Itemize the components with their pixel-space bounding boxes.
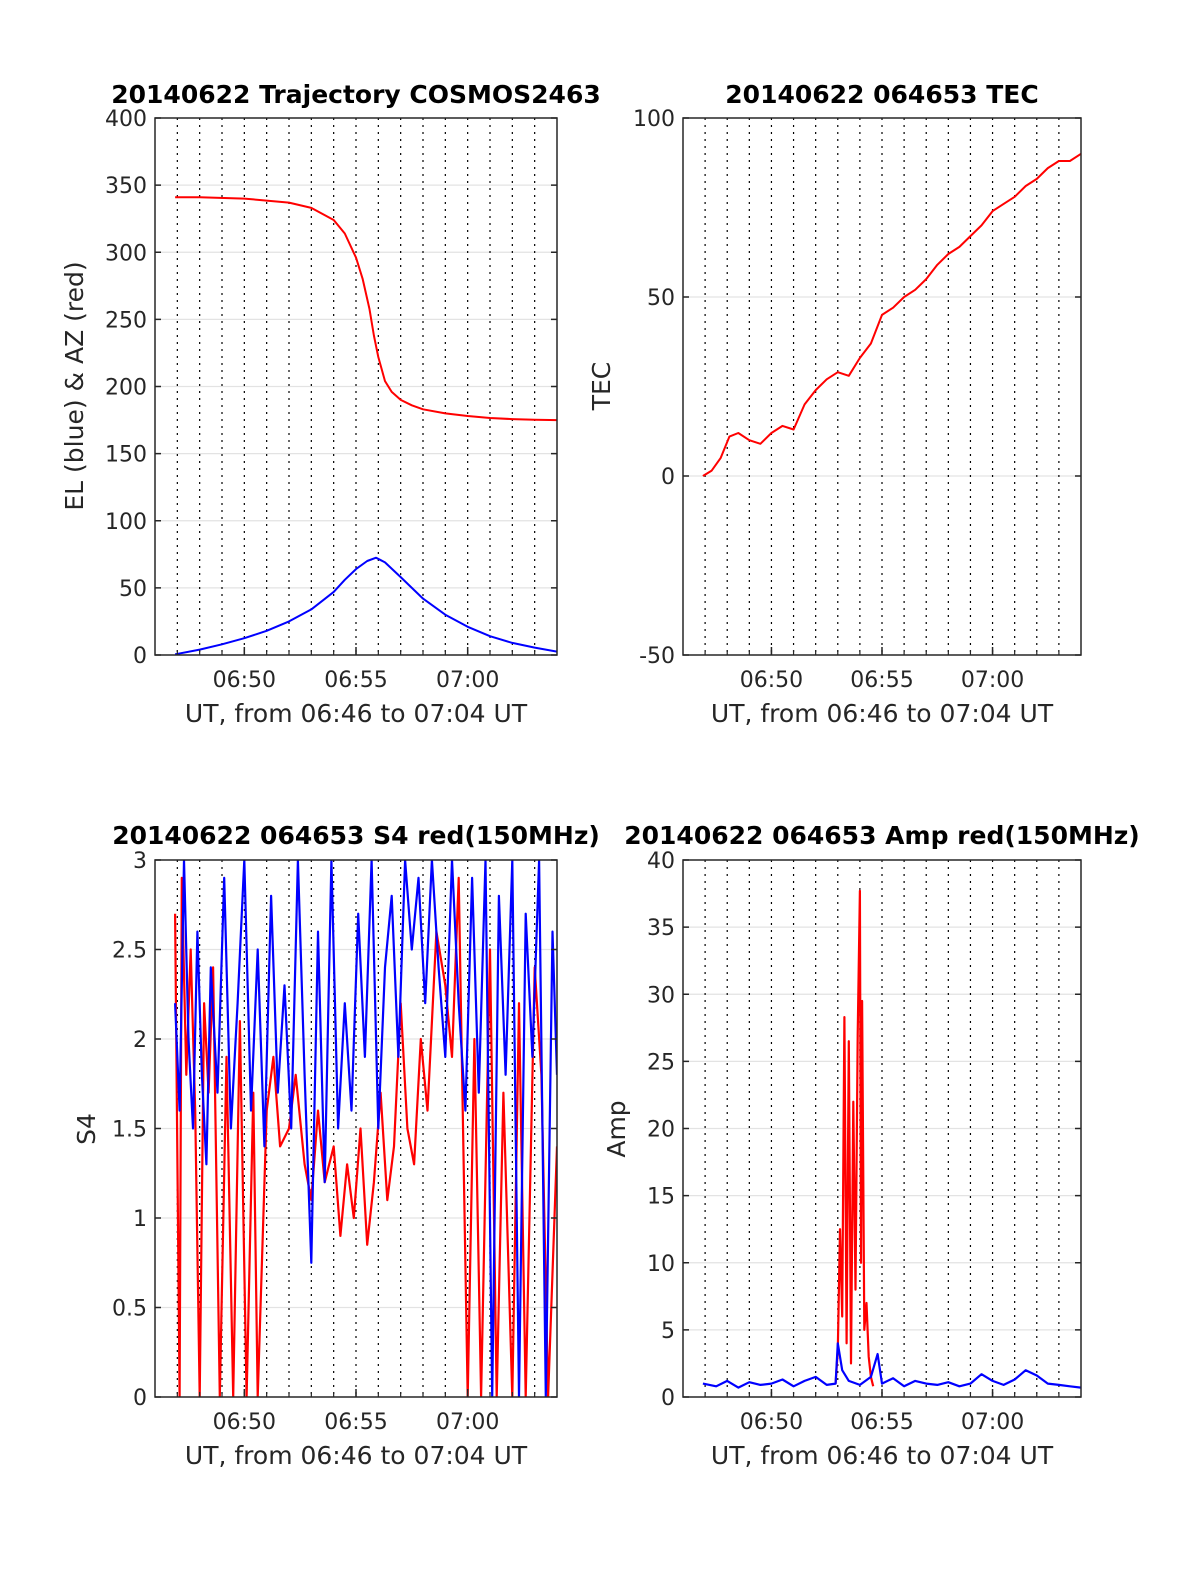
y-tick-label: 2 (133, 1028, 147, 1053)
y-tick-label: 0.5 (112, 1297, 147, 1322)
panel-s4-title: 20140622 064653 S4 red(150MHz) (112, 821, 600, 850)
y-tick-label: 30 (647, 983, 675, 1008)
x-tick-label: 06:50 (740, 1410, 803, 1435)
y-tick-label: 2.5 (112, 939, 147, 964)
panel-trajectory: 20140622 Trajectory COSMOS2463 UT, from … (60, 80, 601, 728)
y-tick-label: 50 (119, 577, 147, 602)
y-tick-label: 35 (647, 916, 675, 941)
series-line-0 (702, 152, 1081, 477)
x-tick-label: 06:55 (850, 668, 913, 693)
y-tick-label: 250 (105, 308, 147, 333)
y-tick-label: 5 (661, 1319, 675, 1344)
x-tick-label: 06:55 (324, 668, 387, 693)
series-line-1 (174, 860, 557, 1397)
panel-amp-title: 20140622 064653 Amp red(150MHz) (624, 821, 1140, 850)
panel-tec: 20140622 064653 TEC UT, from 06:46 to 07… (587, 80, 1082, 728)
y-tick-label: 10 (647, 1252, 675, 1277)
y-tick-label: 350 (105, 174, 147, 199)
y-tick-label: 0 (133, 1386, 147, 1411)
panel-s4-xlabel: UT, from 06:46 to 07:04 UT (185, 1441, 528, 1470)
series-line-1 (174, 556, 557, 655)
x-tick-label: 06:50 (213, 668, 276, 693)
y-tick-label: -50 (639, 644, 675, 669)
x-tick-label: 06:50 (740, 668, 803, 693)
y-tick-label: 300 (105, 241, 147, 266)
y-tick-label: 0 (661, 465, 675, 490)
y-tick-label: 1 (133, 1207, 147, 1232)
y-tick-label: 100 (633, 107, 675, 132)
panel-trajectory-ylabel: EL (blue) & AZ (red) (60, 261, 89, 510)
panel-s4-ylabel: S4 (72, 1113, 101, 1145)
x-tick-label: 06:55 (850, 1410, 913, 1435)
series-line-1 (702, 1342, 1081, 1389)
y-tick-label: 1.5 (112, 1118, 147, 1143)
y-tick-label: 3 (133, 849, 147, 874)
panel-trajectory-title: 20140622 Trajectory COSMOS2463 (111, 80, 601, 109)
panel-amp-ylabel: Amp (602, 1100, 631, 1157)
x-tick-label: 07:00 (961, 1410, 1024, 1435)
x-tick-label: 07:00 (436, 668, 499, 693)
panel-tec-xlabel: UT, from 06:46 to 07:04 UT (711, 699, 1054, 728)
x-tick-label: 06:50 (213, 1410, 276, 1435)
y-tick-label: 200 (105, 376, 147, 401)
panel-s4: 20140622 064653 S4 red(150MHz) UT, from … (72, 821, 600, 1470)
x-tick-label: 07:00 (436, 1410, 499, 1435)
panel-tec-title: 20140622 064653 TEC (725, 80, 1038, 109)
y-tick-label: 100 (105, 510, 147, 535)
series-line-0 (834, 889, 875, 1387)
y-tick-label: 150 (105, 443, 147, 468)
series-line-0 (174, 876, 557, 1397)
y-tick-label: 400 (105, 107, 147, 132)
panel-amp: 20140622 064653 Amp red(150MHz) UT, from… (602, 821, 1140, 1470)
y-tick-label: 50 (647, 286, 675, 311)
panel-trajectory-xlabel: UT, from 06:46 to 07:04 UT (185, 699, 528, 728)
series-line-0 (175, 196, 557, 422)
x-tick-label: 07:00 (961, 668, 1024, 693)
plot-area (683, 118, 1081, 655)
x-tick-label: 06:55 (324, 1410, 387, 1435)
panel-tec-ylabel: TEC (587, 362, 616, 412)
y-tick-label: 25 (647, 1050, 675, 1075)
y-tick-label: 15 (647, 1185, 675, 1210)
y-tick-label: 20 (647, 1118, 675, 1143)
y-tick-label: 40 (647, 849, 675, 874)
y-tick-label: 0 (661, 1386, 675, 1411)
panel-amp-xlabel: UT, from 06:46 to 07:04 UT (711, 1441, 1054, 1470)
y-tick-label: 0 (133, 644, 147, 669)
